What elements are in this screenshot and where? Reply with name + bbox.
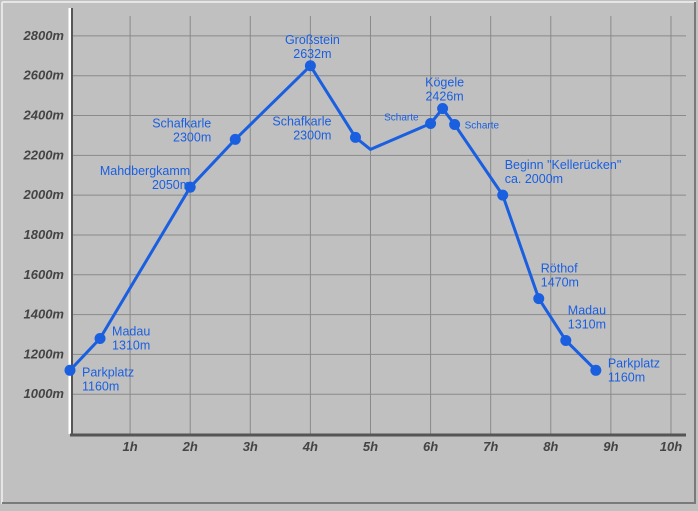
annotation-line: 2050m	[152, 178, 190, 192]
annotation-line: Madau	[568, 303, 606, 317]
annotation-line: 1310m	[568, 317, 606, 331]
data-point-marker	[94, 332, 106, 344]
point-annotation: Schafkarle 2300m	[152, 116, 211, 144]
point-annotation: Parkplatz 1160m	[82, 365, 134, 393]
point-annotation: Madau 1310m	[112, 324, 150, 352]
annotation-line: Schafkarle	[272, 114, 331, 128]
annotation-line: Scharte	[465, 120, 500, 131]
annotation-line: 1160m	[82, 379, 119, 393]
data-point-marker	[560, 334, 572, 346]
data-markers	[64, 60, 602, 376]
annotation-line: Schafkarle	[152, 116, 211, 130]
point-annotation: Schafkarle 2300m	[272, 114, 331, 142]
annotation-line: Beginn "Kellerücken"	[505, 158, 622, 172]
y-tick-label: 1600m	[24, 267, 65, 282]
y-tick-label: 1400m	[24, 307, 65, 322]
point-annotation: Scharte	[465, 120, 500, 131]
data-point-marker	[425, 117, 437, 129]
y-tick-label: 2200m	[23, 147, 65, 162]
y-tick-label: 2600m	[23, 68, 65, 83]
data-point-marker	[64, 364, 76, 376]
annotation-line: Madau	[112, 324, 150, 338]
annotation-line: 1160m	[608, 370, 645, 384]
annotation-line: Mahdbergkamm	[100, 164, 190, 178]
data-point-marker	[229, 133, 241, 145]
data-point-marker	[533, 293, 545, 305]
annotation-line: 2632m	[293, 47, 331, 61]
grid-lines	[70, 16, 686, 434]
data-point-marker	[349, 131, 361, 143]
point-annotation: Scharte	[384, 112, 419, 123]
annotation-line: ca. 2000m	[505, 172, 563, 186]
annotation-line: 2300m	[173, 130, 211, 144]
point-annotation: Madau 1310m	[568, 303, 606, 331]
annotation-line: 1310m	[112, 338, 150, 352]
y-tick-label: 2800m	[23, 28, 65, 43]
annotation-line: Parkplatz	[608, 356, 660, 370]
point-annotation: Mahdbergkamm 2050m	[100, 164, 190, 192]
x-tick-label: 1h	[123, 439, 138, 454]
elevation-series-line	[68, 64, 597, 372]
annotation-line: Kögele	[425, 76, 464, 90]
y-tick-label: 1000m	[24, 386, 65, 401]
data-point-marker	[437, 103, 449, 115]
point-annotation: Beginn "Kellerücken" ca. 2000m	[505, 158, 622, 186]
y-tick-label: 2400m	[23, 108, 65, 123]
data-point-marker	[449, 118, 461, 130]
annotation-line: Parkplatz	[82, 365, 134, 379]
annotation-line: 2300m	[293, 128, 331, 142]
annotation-line: Großstein	[285, 33, 340, 47]
data-point-marker	[184, 181, 196, 193]
x-tick-label: 3h	[243, 439, 258, 454]
data-point-marker	[304, 60, 316, 72]
x-tick-label: 5h	[363, 439, 378, 454]
y-tick-label: 1200m	[24, 346, 65, 361]
point-annotation: Parkplatz 1160m	[608, 356, 660, 384]
x-tick-label: 7h	[483, 439, 498, 454]
y-tick-label: 1800m	[24, 227, 65, 242]
x-tick-label: 9h	[603, 439, 618, 454]
x-tick-label: 2h	[182, 439, 198, 454]
x-tick-label: 6h	[423, 439, 438, 454]
annotation-line: 2426m	[425, 90, 463, 104]
tick-labels: 1000m 1200m 1400m 1600m 1800m 2000m 2200m 2400m…	[23, 28, 683, 454]
point-annotation: Großstein 2632m	[285, 33, 340, 61]
x-tick-label: 8h	[543, 439, 558, 454]
annotation-line: 1470m	[541, 276, 579, 290]
y-tick-label: 2000m	[23, 187, 65, 202]
point-annotation: Kögele 2426m	[425, 76, 464, 104]
x-tick-label: 4h	[302, 439, 318, 454]
data-point-marker	[497, 189, 509, 201]
annotation-line: Röthof	[541, 262, 578, 276]
annotation-line: Scharte	[384, 112, 419, 123]
point-annotation: Röthof 1470m	[541, 262, 579, 290]
x-tick-label: 10h	[660, 439, 682, 454]
data-point-marker	[590, 364, 602, 376]
